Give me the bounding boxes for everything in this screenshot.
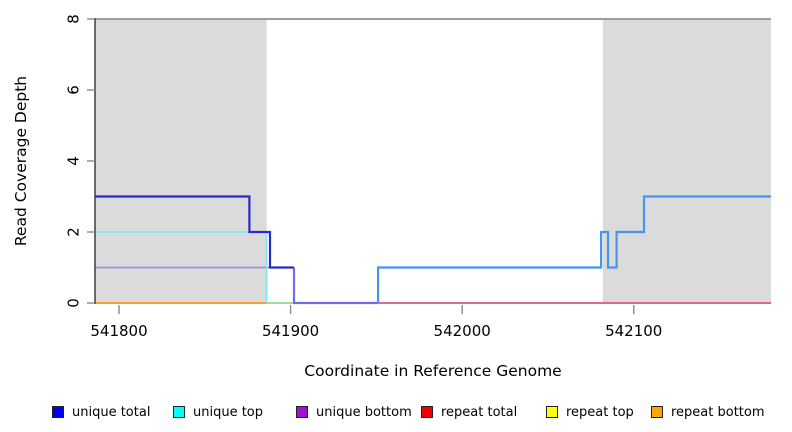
- x-tick-label: 542100: [605, 322, 662, 340]
- y-tick-label: 8: [65, 14, 83, 24]
- legend-item-unique-bottom: unique bottom: [296, 401, 412, 423]
- y-tick-label: 0: [65, 298, 83, 308]
- y-tick-label: 4: [65, 156, 83, 166]
- legend-label: unique total: [72, 404, 151, 420]
- legend-label: repeat bottom: [671, 404, 765, 420]
- legend-item-unique-total: unique total: [52, 401, 150, 423]
- repeat-total-swatch-icon: [421, 406, 433, 418]
- legend-label: unique bottom: [316, 404, 412, 420]
- y-tick-label: 6: [65, 85, 83, 95]
- x-tick-label: 541900: [262, 322, 319, 340]
- unique-bottom-swatch-icon: [296, 406, 308, 418]
- repeat-bottom-swatch-icon: [651, 406, 663, 418]
- repeat-top-swatch-icon: [546, 406, 558, 418]
- legend: unique total unique top unique bottom re…: [0, 401, 792, 425]
- legend-item-repeat-total: repeat total: [421, 401, 517, 423]
- x-axis-title: Coordinate in Reference Genome: [304, 362, 562, 380]
- y-tick-label: 2: [65, 227, 83, 237]
- legend-item-repeat-top: repeat top: [546, 401, 634, 423]
- unique-total-swatch-icon: [52, 406, 64, 418]
- repeat-region-shading: [602, 19, 771, 303]
- series-unique-total: [95, 195, 294, 269]
- legend-item-unique-top: unique top: [173, 401, 263, 423]
- legend-item-repeat-bottom: repeat bottom: [651, 401, 765, 423]
- unique-top-swatch-icon: [173, 406, 185, 418]
- series-unique-total-zero: [292, 267, 379, 305]
- series-unique-total-right: [377, 195, 771, 303]
- legend-label: repeat total: [441, 404, 518, 420]
- x-tick-label: 541800: [90, 322, 147, 340]
- legend-label: unique top: [193, 404, 264, 420]
- repeat-region-shading: [95, 19, 267, 303]
- y-axis-title: Read Coverage Depth: [12, 75, 30, 247]
- legend-label: repeat top: [566, 404, 634, 420]
- x-tick-label: 542000: [434, 322, 491, 340]
